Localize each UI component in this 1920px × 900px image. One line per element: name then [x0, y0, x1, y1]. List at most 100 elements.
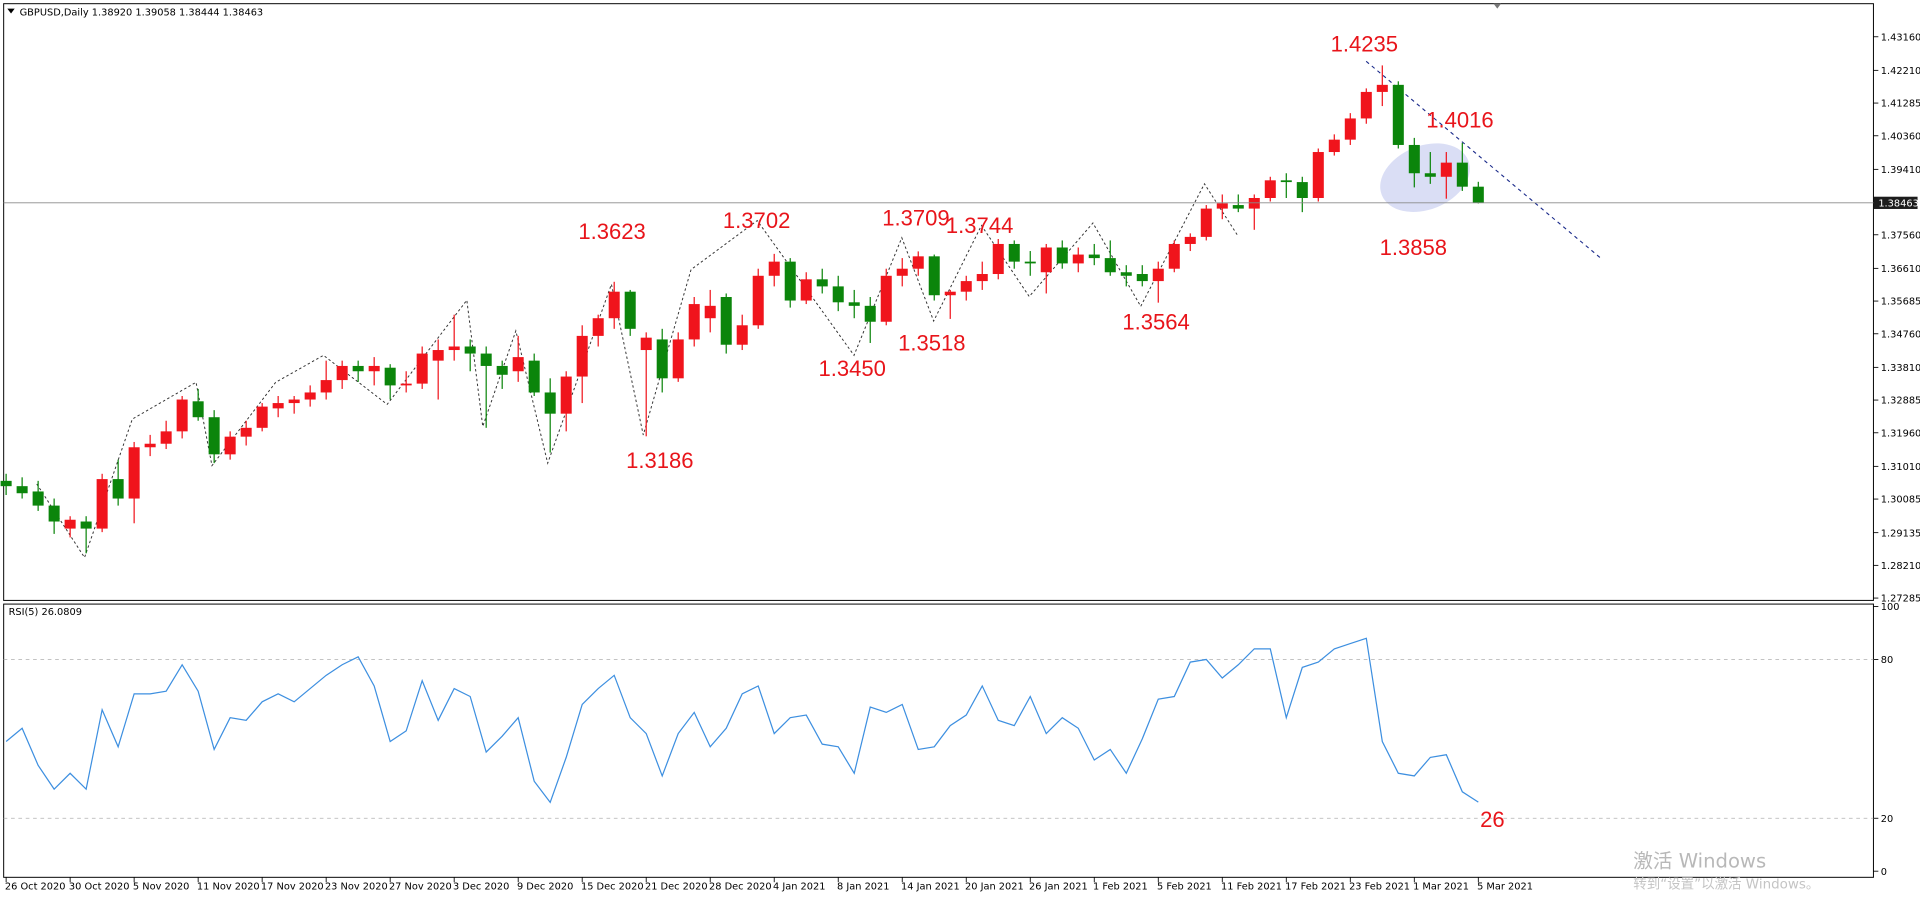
- candle-body: [912, 256, 924, 269]
- candle-body: [1216, 203, 1228, 209]
- candle-body: [976, 274, 988, 282]
- x-tick-label: 14 Jan 2021: [901, 882, 960, 893]
- y-tick-label: 1.35685: [1881, 297, 1920, 308]
- x-tick-label: 9 Dec 2020: [517, 882, 573, 893]
- menu-arrow[interactable]: [7, 8, 15, 14]
- y-tick-label: 1.27285: [1881, 594, 1920, 605]
- x-tick-label: 17 Feb 2021: [1285, 882, 1346, 893]
- candle-body: [1088, 254, 1100, 259]
- candle-body: [176, 399, 188, 432]
- x-tick-label: 5 Nov 2020: [133, 882, 190, 893]
- candle-body: [1408, 144, 1420, 174]
- x-tick-label: 1 Feb 2021: [1093, 882, 1148, 893]
- y-tick-label: 1.36610: [1881, 264, 1920, 275]
- candle-body: [928, 256, 940, 296]
- rsi-line: [5, 637, 1479, 804]
- price-annotation: 1.3450: [818, 356, 885, 381]
- candle-body: [784, 261, 796, 301]
- x-tick-label: 17 Nov 2020: [261, 882, 324, 893]
- price-annotation: 1.3702: [723, 208, 790, 233]
- rsi-panel: [3, 603, 1874, 878]
- candle-body: [752, 275, 764, 326]
- candle-body: [304, 392, 316, 400]
- candle-body: [128, 447, 140, 499]
- price-annotation: 1.4235: [1331, 31, 1398, 56]
- candle-body: [1104, 258, 1116, 273]
- candle-body: [528, 360, 540, 393]
- highlight: [1380, 143, 1470, 212]
- candle-body: [1056, 247, 1068, 264]
- x-tick-label: 27 Nov 2020: [389, 882, 452, 893]
- candle-body: [208, 417, 220, 455]
- price-annotation: 1.3744: [946, 213, 1013, 238]
- candle-body: [1344, 118, 1356, 140]
- x-tick-label: 4 Jan 2021: [773, 882, 826, 893]
- candle-body: [816, 279, 828, 287]
- y-tick-label: 0: [1881, 867, 1887, 878]
- candle-body: [656, 339, 668, 379]
- candle-body: [576, 335, 588, 377]
- candle-body: [80, 521, 92, 529]
- y-tick-label: 1.32885: [1881, 396, 1920, 407]
- candle-body: [880, 275, 892, 322]
- x-tick-label: 11 Feb 2021: [1221, 882, 1282, 893]
- candle-body: [1296, 182, 1308, 198]
- candle-body: [736, 325, 748, 345]
- candle-body: [992, 243, 1004, 275]
- candle-body: [192, 401, 204, 418]
- y-tick-label: 1.41285: [1881, 99, 1920, 110]
- candle-body: [1168, 243, 1180, 269]
- candle-body: [16, 486, 28, 494]
- x-tick-label: 23 Nov 2020: [325, 882, 388, 893]
- candle-body: [944, 291, 956, 296]
- y-tick-label: 1.39410: [1881, 165, 1920, 176]
- chart-title: GBPUSD,Daily 1.38920 1.39058 1.38444 1.3…: [20, 7, 264, 18]
- candle-body: [704, 305, 716, 319]
- candle-body: [1360, 91, 1372, 119]
- candle-body: [1024, 261, 1036, 264]
- candle-body: [544, 392, 556, 414]
- y-tick-label: 1.31960: [1881, 428, 1920, 439]
- y-tick-label: 1.37560: [1881, 230, 1920, 241]
- watermark-subtitle: 转到“设置”以激活 Windows。: [1633, 876, 1819, 892]
- candle-body: [368, 365, 380, 372]
- price-panel: [3, 3, 1874, 601]
- candle-body: [896, 268, 908, 276]
- x-tick-label: 8 Jan 2021: [837, 882, 890, 893]
- candle-body: [64, 519, 76, 529]
- y-tick-label: 1.40360: [1881, 131, 1920, 142]
- y-tick-label: 1.31010: [1881, 462, 1920, 473]
- candle-body: [256, 406, 268, 428]
- candle-body: [288, 399, 300, 404]
- y-tick-label: 80: [1881, 655, 1893, 666]
- y-tick-label: 1.28210: [1881, 561, 1920, 572]
- candle-body: [48, 505, 60, 522]
- y-tick-label: 100: [1881, 602, 1900, 613]
- x-tick-label: 5 Feb 2021: [1157, 882, 1212, 893]
- y-tick-label: 1.29135: [1881, 528, 1920, 539]
- candle-body: [384, 367, 396, 386]
- candle-body: [0, 480, 12, 487]
- candle-body: [832, 286, 844, 303]
- price-annotation: 1.3518: [898, 330, 965, 355]
- x-tick-label: 3 Dec 2020: [453, 882, 509, 893]
- candle-body: [1264, 180, 1276, 198]
- price-annotation: 1.4016: [1426, 107, 1493, 132]
- x-tick-label: 26 Oct 2020: [5, 882, 66, 893]
- candle-body: [240, 427, 252, 437]
- x-tick-label: 5 Mar 2021: [1477, 882, 1533, 893]
- candle-body: [1120, 272, 1132, 276]
- candle-body: [496, 365, 508, 375]
- candle-body: [416, 353, 428, 384]
- candle-body: [1008, 243, 1020, 262]
- candle-body: [672, 339, 684, 379]
- candle-body: [1200, 208, 1212, 237]
- candle-body: [848, 302, 860, 306]
- candle-body: [688, 304, 700, 340]
- y-tick-label: 1.30085: [1881, 495, 1920, 506]
- price-tag-label: 1.38463: [1878, 199, 1919, 210]
- price-annotation: 1.3186: [626, 448, 693, 473]
- x-tick-label: 15 Dec 2020: [581, 882, 644, 893]
